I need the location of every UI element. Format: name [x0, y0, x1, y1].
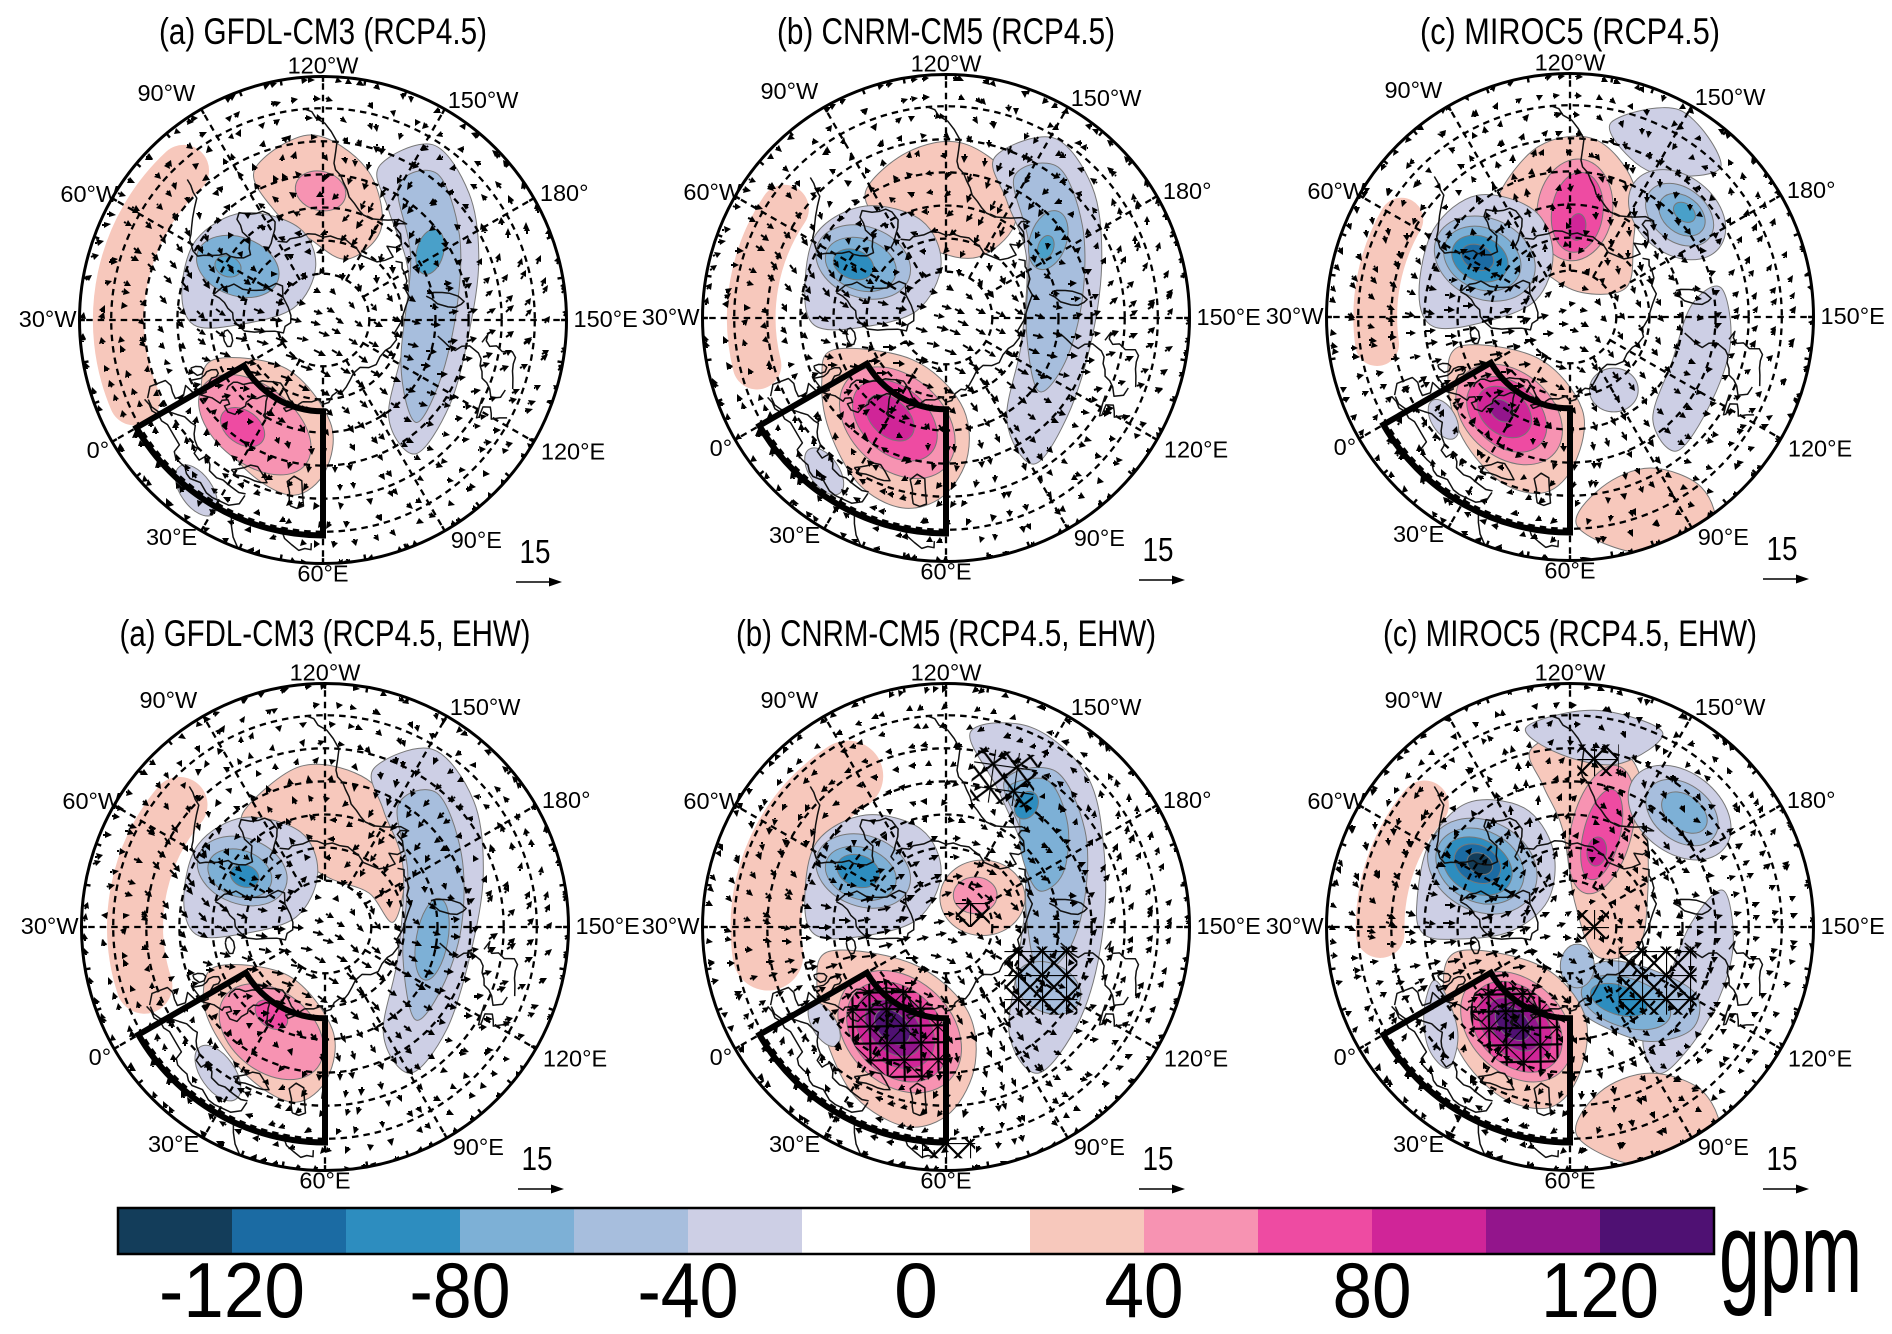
svg-text:(a) GFDL-CM3 (RCP4.5, EHW): (a) GFDL-CM3 (RCP4.5, EHW) — [120, 613, 531, 654]
svg-text:90°E: 90°E — [451, 527, 502, 553]
svg-text:(c) MIROC5 (RCP4.5, EHW): (c) MIROC5 (RCP4.5, EHW) — [1383, 613, 1757, 654]
svg-text:15: 15 — [1143, 531, 1174, 568]
svg-text:150°E: 150°E — [1197, 913, 1261, 939]
svg-text:-120: -120 — [159, 1246, 305, 1334]
svg-text:120°E: 120°E — [543, 1046, 607, 1072]
svg-text:0°: 0° — [1334, 434, 1356, 460]
svg-text:60°W: 60°W — [1307, 788, 1366, 814]
svg-text:150°E: 150°E — [1821, 303, 1885, 329]
svg-text:120°E: 120°E — [1788, 1046, 1852, 1072]
svg-text:90°E: 90°E — [1074, 525, 1125, 551]
svg-text:150°W: 150°W — [1695, 84, 1767, 110]
svg-text:60°E: 60°E — [920, 1168, 971, 1194]
svg-text:120°W: 120°W — [1535, 660, 1607, 686]
svg-text:0°: 0° — [89, 1044, 111, 1070]
svg-text:90°W: 90°W — [137, 80, 196, 106]
svg-text:-40: -40 — [638, 1246, 739, 1334]
svg-text:60°E: 60°E — [920, 559, 971, 585]
svg-text:-80: -80 — [410, 1246, 511, 1334]
svg-text:120°W: 120°W — [290, 660, 362, 686]
svg-text:150°W: 150°W — [450, 694, 522, 720]
svg-text:0°: 0° — [1334, 1044, 1356, 1070]
svg-text:180°: 180° — [540, 180, 589, 206]
svg-text:180°: 180° — [542, 787, 591, 813]
svg-text:30°W: 30°W — [1266, 303, 1325, 329]
svg-text:150°E: 150°E — [576, 913, 640, 939]
svg-text:15: 15 — [1767, 1140, 1798, 1177]
svg-text:150°W: 150°W — [448, 87, 520, 113]
svg-text:15: 15 — [520, 533, 551, 570]
svg-text:90°E: 90°E — [1698, 524, 1749, 550]
svg-text:150°W: 150°W — [1071, 694, 1143, 720]
svg-text:30°W: 30°W — [1266, 913, 1325, 939]
svg-text:90°W: 90°W — [760, 687, 819, 713]
svg-text:0°: 0° — [87, 437, 109, 463]
svg-text:90°E: 90°E — [453, 1134, 504, 1160]
svg-text:30°W: 30°W — [19, 306, 78, 332]
svg-text:90°W: 90°W — [139, 687, 198, 713]
svg-text:0: 0 — [894, 1246, 938, 1334]
svg-text:(a) GFDL-CM3 (RCP4.5): (a) GFDL-CM3 (RCP4.5) — [159, 11, 487, 52]
svg-text:90°W: 90°W — [1384, 77, 1443, 103]
svg-text:60°E: 60°E — [1544, 558, 1595, 584]
svg-text:30°E: 30°E — [769, 1131, 820, 1157]
svg-text:120°W: 120°W — [911, 51, 983, 77]
svg-text:180°: 180° — [1787, 177, 1836, 203]
svg-text:60°W: 60°W — [683, 788, 742, 814]
svg-text:90°W: 90°W — [1384, 687, 1443, 713]
svg-text:30°E: 30°E — [1393, 1131, 1444, 1157]
svg-text:(b) CNRM-CM5 (RCP4.5): (b) CNRM-CM5 (RCP4.5) — [777, 11, 1115, 52]
svg-text:(c) MIROC5 (RCP4.5): (c) MIROC5 (RCP4.5) — [1420, 11, 1720, 52]
svg-text:90°E: 90°E — [1698, 1134, 1749, 1160]
svg-text:120°W: 120°W — [1535, 50, 1607, 76]
svg-text:120°E: 120°E — [1164, 1046, 1228, 1072]
svg-text:150°E: 150°E — [1197, 304, 1261, 330]
svg-text:60°W: 60°W — [1307, 178, 1366, 204]
svg-text:180°: 180° — [1163, 787, 1212, 813]
svg-text:150°E: 150°E — [1821, 913, 1885, 939]
svg-text:60°W: 60°W — [60, 181, 119, 207]
svg-text:90°W: 90°W — [760, 78, 819, 104]
svg-text:40: 40 — [1105, 1246, 1184, 1334]
svg-text:60°W: 60°W — [62, 788, 121, 814]
svg-text:90°E: 90°E — [1074, 1134, 1125, 1160]
svg-text:150°E: 150°E — [574, 306, 638, 332]
svg-text:30°W: 30°W — [21, 913, 80, 939]
svg-text:30°E: 30°E — [1393, 521, 1444, 547]
svg-text:(b) CNRM-CM5 (RCP4.5, EHW): (b) CNRM-CM5 (RCP4.5, EHW) — [736, 613, 1156, 654]
svg-text:150°W: 150°W — [1071, 85, 1143, 111]
svg-text:15: 15 — [1143, 1140, 1174, 1177]
svg-text:30°E: 30°E — [146, 524, 197, 550]
svg-text:15: 15 — [522, 1140, 553, 1177]
svg-text:60°E: 60°E — [297, 561, 348, 587]
svg-text:30°E: 30°E — [148, 1131, 199, 1157]
svg-text:15: 15 — [1767, 530, 1798, 567]
svg-text:120°E: 120°E — [541, 439, 605, 465]
svg-text:120°E: 120°E — [1164, 437, 1228, 463]
svg-text:150°W: 150°W — [1695, 694, 1767, 720]
svg-text:60°E: 60°E — [1544, 1168, 1595, 1194]
svg-text:30°E: 30°E — [769, 522, 820, 548]
svg-text:80: 80 — [1333, 1246, 1412, 1334]
svg-text:60°E: 60°E — [299, 1168, 350, 1194]
svg-text:180°: 180° — [1787, 787, 1836, 813]
svg-text:30°W: 30°W — [642, 304, 701, 330]
svg-text:120°E: 120°E — [1788, 436, 1852, 462]
svg-text:0°: 0° — [710, 1044, 732, 1070]
svg-text:120°W: 120°W — [288, 53, 360, 79]
svg-text:60°W: 60°W — [683, 179, 742, 205]
svg-text:0°: 0° — [710, 435, 732, 461]
svg-text:gpm: gpm — [1719, 1190, 1862, 1317]
svg-text:30°W: 30°W — [642, 913, 701, 939]
svg-text:120: 120 — [1541, 1246, 1659, 1334]
svg-text:180°: 180° — [1163, 178, 1212, 204]
svg-text:120°W: 120°W — [911, 660, 983, 686]
